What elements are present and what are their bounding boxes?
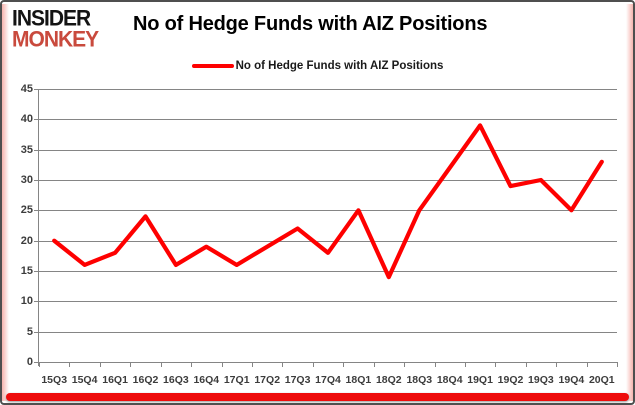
- y-axis-tick: [34, 240, 39, 242]
- x-axis-tick: [373, 362, 375, 367]
- y-axis-tick: [34, 331, 39, 333]
- gridline: [39, 301, 617, 303]
- x-axis-label: 17Q1: [223, 374, 250, 386]
- x-axis-label: 19Q4: [558, 374, 585, 386]
- x-axis-label: 19Q1: [467, 374, 493, 386]
- x-axis-tick: [525, 362, 527, 367]
- x-axis-tick: [495, 362, 497, 367]
- x-axis-tick: [343, 362, 345, 367]
- y-axis-tick: [34, 89, 39, 90]
- y-axis-line: [38, 89, 39, 366]
- x-axis-tick: [191, 362, 193, 367]
- y-axis-label: 30: [20, 174, 33, 186]
- insider-monkey-logo: INSIDER MONKEY: [12, 6, 99, 52]
- x-axis-label: 20Q1: [588, 374, 615, 386]
- x-axis-label: 19Q3: [528, 374, 554, 386]
- x-axis-tick: [464, 362, 466, 367]
- y-axis-tick: [34, 119, 39, 121]
- gridline: [39, 271, 617, 272]
- logo-line-insider: INSIDER: [12, 6, 91, 31]
- x-axis-tick: [556, 362, 558, 367]
- gridline: [39, 119, 617, 121]
- x-axis-label: 16Q3: [163, 374, 189, 386]
- x-axis-label: 17Q4: [315, 374, 341, 386]
- y-axis-tick: [34, 210, 39, 212]
- x-axis-label: 18Q3: [406, 374, 433, 386]
- x-axis-label: 18Q4: [436, 374, 463, 386]
- legend: No of Hedge Funds with AIZ Positions: [2, 60, 633, 72]
- y-axis-label: 0: [26, 356, 33, 368]
- y-axis-tick: [34, 301, 39, 303]
- x-axis-tick: [69, 362, 71, 367]
- y-axis-tick: [34, 149, 39, 151]
- gridline: [39, 240, 617, 242]
- chart-title: No of Hedge Funds with AIZ Positions: [133, 13, 488, 35]
- x-axis-label: 16Q1: [102, 374, 128, 386]
- x-axis-label: 15Q3: [41, 374, 68, 386]
- x-axis-line: [34, 362, 617, 363]
- x-axis-label: 16Q4: [193, 374, 220, 386]
- y-axis-label: 40: [20, 113, 33, 126]
- logo-line-monkey: MONKEY: [12, 27, 99, 52]
- gridline: [39, 180, 617, 181]
- gridline: [39, 149, 617, 151]
- bottom-accent-bar: [6, 393, 629, 401]
- x-axis-tick: [586, 362, 588, 367]
- y-axis-label: 5: [26, 325, 33, 338]
- legend-line-swatch: [191, 63, 234, 69]
- x-axis-tick: [130, 362, 132, 367]
- legend-label: No of Hedge Funds with AIZ Positions: [235, 60, 444, 72]
- x-axis-tick: [99, 362, 101, 367]
- y-axis-tick: [34, 180, 39, 181]
- x-axis-tick: [434, 362, 436, 367]
- x-axis-label: 18Q1: [345, 374, 372, 386]
- x-axis-label: 18Q2: [375, 374, 402, 386]
- plot-area: 0 5 10 15 20 25 30 35 40 45 15Q3 15Q4 16Q1 16Q2 16Q3 16…: [21, 83, 618, 386]
- x-axis-label: 15Q4: [71, 374, 98, 386]
- x-axis-label: 17Q3: [284, 374, 311, 386]
- x-axis-tick: [282, 362, 284, 367]
- y-axis-label: 15: [20, 265, 33, 277]
- y-axis-tick: [34, 271, 39, 272]
- gridline: [39, 210, 617, 212]
- x-axis-tick: [221, 362, 223, 367]
- x-axis-tick: [251, 362, 253, 367]
- x-axis-label: 16Q2: [132, 374, 159, 386]
- gridline: [39, 89, 617, 90]
- x-axis-tick: [312, 362, 314, 367]
- x-axis-label: 19Q2: [497, 374, 524, 386]
- x-axis-tick: [404, 362, 406, 367]
- y-axis-label: 25: [20, 204, 33, 217]
- y-axis-label: 35: [20, 143, 33, 156]
- y-axis-label: 10: [20, 295, 33, 308]
- x-axis-tick: [39, 362, 40, 367]
- y-axis-label: 20: [20, 234, 33, 247]
- x-axis-tick: [617, 362, 618, 367]
- x-axis-tick: [160, 362, 162, 367]
- x-axis-label: 17Q2: [254, 374, 281, 386]
- series-line-hedge-funds: [52, 123, 604, 280]
- gridline: [39, 331, 617, 333]
- y-axis-label: 45: [20, 83, 33, 95]
